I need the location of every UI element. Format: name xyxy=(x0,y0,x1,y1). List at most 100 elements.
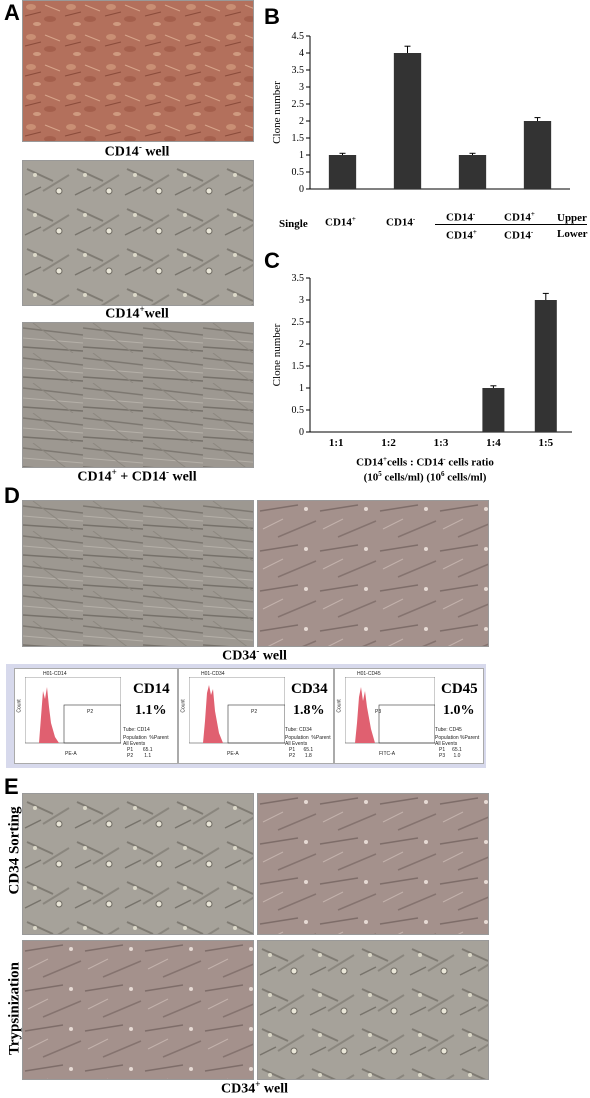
y-tick-label: 0 xyxy=(299,427,304,438)
chart-c-xlabel-line2: (105 cells/ml) (106 cells/ml) xyxy=(363,470,487,484)
flow-marker-name: CD34 xyxy=(291,681,328,697)
y-tick-label: 2 xyxy=(299,339,304,350)
flow-gate-label: P2 xyxy=(251,709,258,715)
y-tick-label: 0.5 xyxy=(292,405,305,416)
flow-tube-label: Tube: CD45 xyxy=(435,727,462,733)
bar xyxy=(328,155,357,189)
category-label-pos-over-neg-lower: CD14- xyxy=(504,228,534,242)
y-tick-label: 3 xyxy=(299,295,304,306)
flow-count-label: Count xyxy=(16,699,23,713)
y-axis-label: Clone number xyxy=(271,323,283,386)
flow-p1-row: P1 65.1 xyxy=(439,747,462,753)
category-label-pos-over-neg-upper: CD14+ xyxy=(504,210,535,224)
panel-label-d: D xyxy=(4,483,20,508)
y-tick-label: 1.5 xyxy=(292,361,305,372)
flow-all-events: All Events xyxy=(285,741,308,747)
caption-cd14-combined-well: CD14+ + CD14- well xyxy=(77,467,197,485)
y-axis-label: Clone number xyxy=(271,81,283,144)
flow-x-axis-label: FITC-A xyxy=(379,751,396,757)
panel-label-b: B xyxy=(264,4,280,29)
category-label-neg-over-pos-lower: CD14+ xyxy=(446,228,477,242)
micrograph-trypsinization-left xyxy=(22,940,254,1080)
row-label-lower: Lower xyxy=(557,228,588,240)
micrograph-cd34-sorting-right xyxy=(257,793,489,935)
category-label-neg-over-pos-upper: CD14- xyxy=(446,210,476,224)
flow-marker-percent: 1.8% xyxy=(293,703,325,718)
flow-p2-row: P2 1.8 xyxy=(289,753,312,759)
micrograph-trypsinization-right xyxy=(257,940,489,1080)
flow-marker-name: CD14 xyxy=(133,681,170,697)
chart-c-xlabel-line1: CD14+cells : CD14- cells ratio xyxy=(356,455,494,469)
flow-panel-cd45: H01-CD45 Count P3 FITC-A CD45 1.0% Tube:… xyxy=(334,668,484,764)
panel-label-c: C xyxy=(264,248,280,273)
flow-gate-label: P3 xyxy=(375,709,382,715)
micrograph-cd34-sorting-left xyxy=(22,793,254,935)
y-tick-label: 3.5 xyxy=(292,65,305,76)
y-tick-label: 1.5 xyxy=(292,133,305,144)
flow-p2-row: P2 1.1 xyxy=(127,753,152,759)
flow-population-header: Population %Parent xyxy=(285,735,331,741)
flow-p1-row: P1 65.1 xyxy=(289,747,314,753)
bar xyxy=(393,53,422,189)
flow-all-events: All Events xyxy=(123,741,146,747)
panel-label-e: E xyxy=(4,774,19,799)
micrograph-cd34-negative-right xyxy=(257,500,489,647)
x-tick-label: 1:1 xyxy=(329,437,344,449)
bar xyxy=(534,300,557,432)
flow-gate-title: H01-CD45 xyxy=(357,671,381,677)
x-tick-label: 1:3 xyxy=(434,437,449,449)
flow-count-label: Count xyxy=(180,699,187,713)
flow-gate-title: H01-CD14 xyxy=(43,671,67,677)
chart-b-clone-number: Clone number 0 0.5 1 1.5 2 2.5 3 3.5 4 4.5 xyxy=(271,31,570,195)
y-tick-label: 3 xyxy=(299,82,304,93)
micrograph-cd34-negative-left xyxy=(22,500,254,647)
chart-c-clone-number-ratio: Clone number 0 0.5 1 1.5 2 2.5 3 3.5 1:1 1:2 1:3 1:4… xyxy=(271,273,572,449)
flow-population-header: Population %Parent xyxy=(123,735,169,741)
flow-marker-percent: 1.1% xyxy=(135,703,167,718)
flow-p1-row: P1 65.1 xyxy=(127,747,153,753)
y-tick-label: 3.5 xyxy=(292,273,305,284)
micrograph-cd14-combined-well xyxy=(22,322,254,468)
y-tick-label: 4.5 xyxy=(292,31,305,42)
y-tick-label: 2.5 xyxy=(292,317,305,328)
category-label-cd14-pos: CD14+ xyxy=(325,215,356,229)
micrograph-cd14-negative-well xyxy=(22,0,254,142)
flow-histogram-cd34 xyxy=(189,677,285,744)
y-tick-label: 2 xyxy=(299,116,304,127)
caption-cd14-negative-well: CD14- well xyxy=(104,142,170,160)
flow-count-label: Count xyxy=(336,699,343,713)
flow-marker-percent: 1.0% xyxy=(443,703,475,718)
flow-population-header: Population %Parent xyxy=(435,735,480,741)
row-label-trypsinization: Trypsinization xyxy=(6,961,23,1056)
flow-histogram-cd14 xyxy=(25,677,121,744)
flow-histogram-cd45 xyxy=(345,677,435,744)
upper-lower-divider xyxy=(435,224,587,225)
flow-tube-label: Tube: CD34 xyxy=(285,727,312,733)
x-tick-label: 1:5 xyxy=(538,437,553,449)
micrograph-cd14-positive-well xyxy=(22,160,254,306)
y-tick-label: 2.5 xyxy=(292,99,305,110)
flow-gate-title: H01-CD34 xyxy=(201,671,225,677)
category-label-cd14-neg: CD14- xyxy=(386,215,416,229)
x-tick-label: 1:4 xyxy=(486,437,501,449)
flow-marker-name: CD45 xyxy=(441,681,478,697)
y-tick-label: 1 xyxy=(299,150,304,161)
flow-gate-label: P2 xyxy=(87,709,94,715)
flow-all-events: All Events xyxy=(435,741,458,747)
flow-p2-row: P3 1.0 xyxy=(439,753,461,759)
y-tick-label: 1 xyxy=(299,383,304,394)
x-tick-label: 1:2 xyxy=(381,437,396,449)
row-label-single: Single xyxy=(279,218,308,230)
y-tick-label: 4 xyxy=(299,48,304,59)
caption-cd14-positive-well: CD14+well xyxy=(105,304,169,322)
y-tick-label: 0.5 xyxy=(292,167,305,178)
flow-tube-label: Tube: CD14 xyxy=(123,727,150,733)
flow-x-axis-label: PE-A xyxy=(65,751,77,757)
bar xyxy=(523,121,552,189)
flow-panel-cd34: H01-CD34 Count P2 PE-A CD34 1.8% Tube: C… xyxy=(178,668,334,764)
caption-cd34-negative-well: CD34- well xyxy=(222,646,287,664)
flow-x-axis-label: PE-A xyxy=(227,751,239,757)
bar xyxy=(458,155,487,189)
caption-cd34-positive-well: CD34+ well xyxy=(221,1079,288,1097)
panel-label-a: A xyxy=(4,0,20,25)
